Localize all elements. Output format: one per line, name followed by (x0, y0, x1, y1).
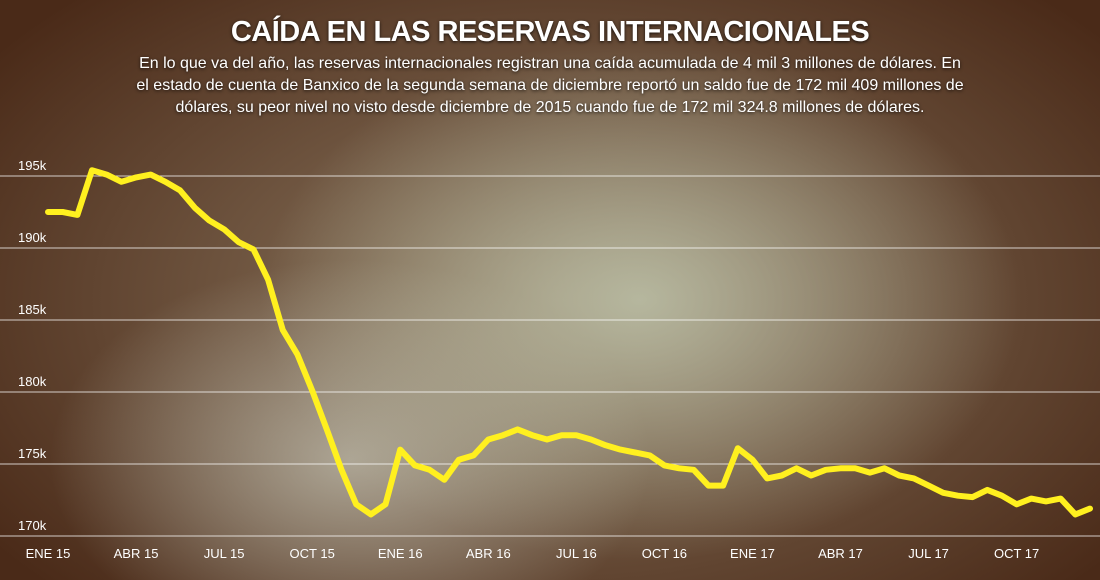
data-line (45, 167, 1093, 518)
y-tick-label: 175k (18, 446, 47, 461)
x-tick-label: ENE 16 (378, 546, 423, 561)
x-tick-label: OCT 16 (642, 546, 687, 561)
y-tick-label: 185k (18, 302, 47, 317)
y-tick-label: 180k (18, 374, 47, 389)
y-tick-label: 195k (18, 158, 47, 173)
x-tick-label: JUL 16 (556, 546, 597, 561)
x-tick-label: ABR 15 (114, 546, 159, 561)
x-tick-label: ABR 16 (466, 546, 511, 561)
x-tick-label: JUL 15 (204, 546, 245, 561)
y-tick-label: 170k (18, 518, 47, 533)
x-tick-label: OCT 17 (994, 546, 1039, 561)
y-tick-label: 190k (18, 230, 47, 245)
chart-title: CAÍDA EN LAS RESERVAS INTERNACIONALES (230, 16, 870, 48)
x-tick-label: JUL 17 (908, 546, 949, 561)
x-tick-label: ENE 15 (26, 546, 71, 561)
x-tick-label: ABR 17 (818, 546, 863, 561)
header: CAÍDA EN LAS RESERVAS INTERNACIONALES En… (0, 0, 1100, 119)
chart-subtitle: En lo que va del año, las reservas inter… (136, 55, 964, 116)
x-tick-label: ENE 17 (730, 546, 775, 561)
x-tick-label: OCT 15 (290, 546, 335, 561)
